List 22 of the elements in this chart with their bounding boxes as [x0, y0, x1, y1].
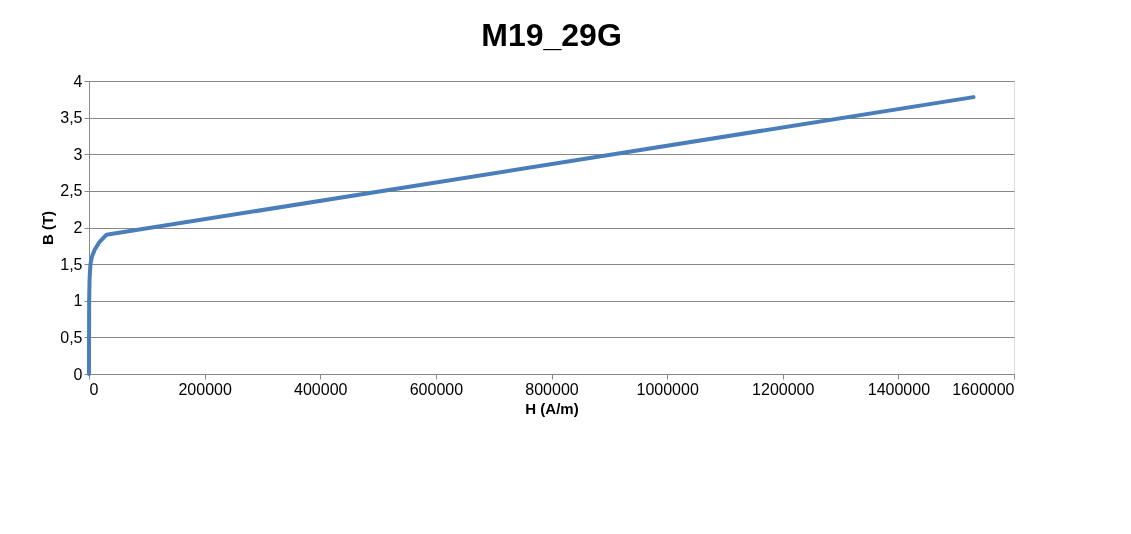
line-series	[87, 95, 976, 376]
y-tick-label: 1	[73, 292, 83, 310]
y-tick-label: 2,5	[60, 182, 83, 200]
y-tick-label: 1,5	[60, 255, 83, 273]
x-tick-label: 1000000	[636, 380, 699, 398]
y-tick-label: 0	[73, 365, 83, 383]
x-tick-label: 600000	[409, 380, 464, 398]
x-axis-title: H (A/m)	[525, 399, 579, 417]
y-tick-label: 3,5	[60, 109, 83, 127]
y-tick-label: 4	[73, 72, 83, 90]
x-tick-label: 1200000	[752, 380, 815, 398]
chart-title: M19_29G	[481, 17, 622, 53]
y-tick-label: 3	[73, 145, 83, 163]
x-tick-label: 800000	[525, 380, 579, 398]
x-tick-label: 1400000	[867, 380, 931, 398]
y-tick-label: 0,5	[60, 328, 83, 346]
x-tick-label: 200000	[178, 380, 232, 398]
x-tick-label: 1600000	[952, 380, 1015, 398]
y-axis-title: B (T)	[39, 210, 57, 246]
y-tick-label: 2	[73, 219, 83, 236]
x-tick-label: 400000	[294, 380, 348, 398]
x-tick-label: 0	[89, 380, 99, 398]
